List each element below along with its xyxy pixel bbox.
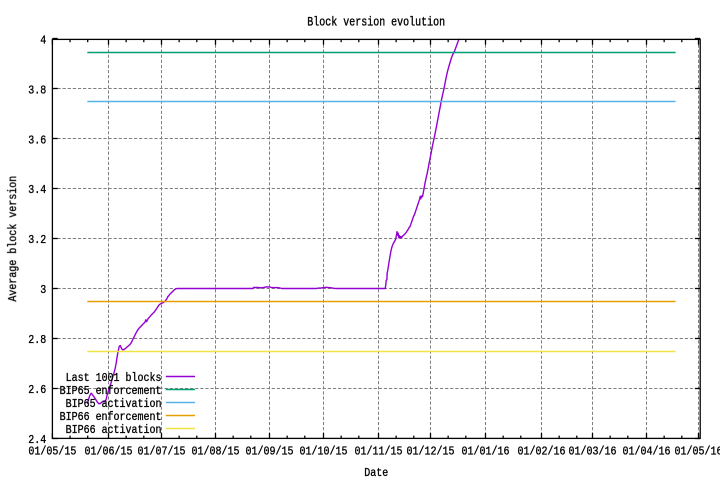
svg-text:BIP65 activation: BIP65 activation [66, 398, 162, 411]
svg-text:01/04/16: 01/04/16 [623, 446, 671, 459]
svg-text:01/12/15: 01/12/15 [407, 446, 455, 459]
svg-text:BIP65 enforcement: BIP65 enforcement [60, 385, 162, 398]
svg-text:01/05/15: 01/05/15 [28, 446, 76, 459]
svg-text:01/03/16: 01/03/16 [569, 446, 617, 459]
svg-text:2.8: 2.8 [28, 334, 46, 347]
svg-text:BIP66 activation: BIP66 activation [66, 424, 162, 437]
svg-text:2.4: 2.4 [28, 434, 46, 447]
svg-text:Last 1001 blocks: Last 1001 blocks [66, 372, 162, 385]
svg-text:BIP66 enforcement: BIP66 enforcement [60, 411, 162, 424]
svg-text:2.6: 2.6 [28, 384, 46, 397]
svg-text:3.2: 3.2 [28, 234, 46, 247]
svg-text:Average block version: Average block version [8, 176, 21, 302]
svg-text:Block version evolution: Block version evolution [307, 15, 445, 30]
svg-text:01/10/15: 01/10/15 [300, 446, 348, 459]
svg-text:01/02/16: 01/02/16 [518, 446, 566, 459]
svg-text:01/09/15: 01/09/15 [246, 446, 294, 459]
svg-text:3.6: 3.6 [28, 135, 46, 148]
svg-text:01/07/15: 01/07/15 [138, 446, 186, 459]
svg-text:01/08/15: 01/08/15 [192, 446, 240, 459]
svg-text:01/11/15: 01/11/15 [355, 446, 403, 459]
svg-text:4: 4 [40, 35, 46, 48]
svg-text:3.4: 3.4 [28, 184, 46, 197]
svg-text:Date: Date [364, 467, 388, 480]
svg-text:3.8: 3.8 [28, 85, 46, 98]
svg-text:01/06/15: 01/06/15 [85, 446, 133, 459]
svg-text:01/05/16: 01/05/16 [675, 446, 720, 459]
svg-text:3: 3 [40, 284, 46, 297]
svg-text:01/01/16: 01/01/16 [462, 446, 510, 459]
